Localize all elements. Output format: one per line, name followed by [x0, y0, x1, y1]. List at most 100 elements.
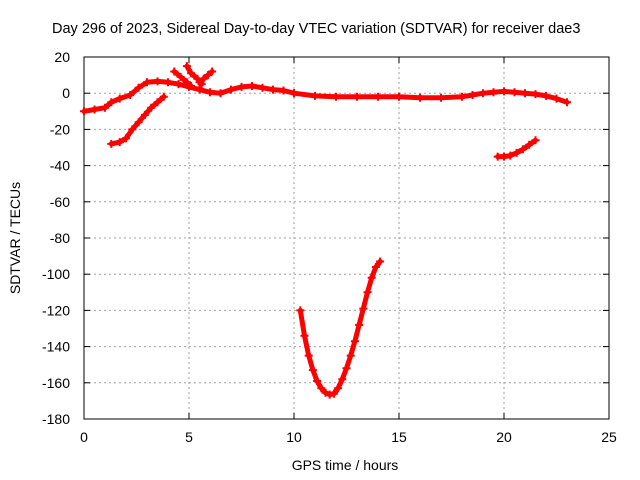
data-point — [126, 91, 135, 99]
x-tick-label: 25 — [601, 429, 617, 445]
data-point — [363, 288, 372, 297]
data-point — [101, 103, 109, 112]
data-point — [479, 89, 487, 98]
data-point — [329, 389, 338, 398]
series-line — [197, 69, 215, 85]
data-point — [304, 351, 313, 360]
data-point — [317, 384, 326, 393]
data-point — [153, 98, 162, 107]
data-point — [308, 366, 317, 375]
y-tick-label: -180 — [42, 411, 70, 427]
data-point — [355, 320, 364, 329]
data-point — [525, 140, 534, 149]
data-point — [187, 82, 196, 90]
y-tick-label: -60 — [50, 194, 70, 210]
data-point — [174, 80, 183, 89]
data-point — [203, 71, 212, 80]
data-point — [182, 62, 191, 71]
data-point — [334, 384, 343, 393]
series-v-dip — [296, 257, 385, 399]
y-axis-label: SDTVAR / TECUs — [7, 182, 23, 294]
series-track-main-late — [290, 87, 571, 107]
x-axis-label: GPS time / hours — [292, 457, 399, 473]
data-point — [290, 89, 298, 98]
y-tick-label: -100 — [42, 266, 70, 282]
data-point — [216, 89, 225, 98]
grid-lines — [84, 57, 609, 419]
data-point — [311, 91, 319, 100]
data-point — [338, 375, 347, 384]
data-point — [500, 87, 508, 96]
data-point — [437, 93, 445, 102]
data-point — [237, 82, 246, 91]
y-tick-label: 0 — [62, 85, 70, 101]
series-line — [297, 259, 383, 398]
data-point — [376, 257, 385, 266]
x-tick-label: 15 — [391, 429, 407, 445]
x-tick-label: 20 — [496, 429, 512, 445]
data-point — [563, 98, 571, 107]
data-point — [518, 145, 527, 154]
data-point — [350, 337, 359, 346]
data-point — [187, 69, 196, 78]
data-point — [342, 364, 351, 373]
data-point — [489, 88, 498, 97]
data-point — [332, 92, 340, 101]
series-line — [81, 78, 297, 114]
data-point — [542, 91, 550, 100]
y-tick-label: -160 — [42, 375, 70, 391]
data-series — [80, 62, 571, 399]
data-point — [374, 92, 382, 101]
data-point — [531, 136, 540, 145]
y-tick-label: 20 — [54, 49, 70, 65]
x-tick-labels: 0 5 10 15 20 25 — [80, 429, 617, 445]
data-point — [176, 72, 185, 81]
data-point — [115, 94, 124, 103]
data-point — [128, 125, 137, 134]
data-point — [80, 107, 88, 116]
data-point — [300, 331, 309, 340]
data-point — [182, 78, 191, 87]
series-spike-c — [195, 67, 217, 87]
data-point — [195, 85, 204, 94]
y-tick-label: -120 — [42, 302, 70, 318]
data-point — [195, 78, 204, 87]
data-point — [90, 105, 99, 114]
data-point — [248, 82, 256, 90]
data-point — [164, 78, 172, 87]
data-point — [512, 148, 521, 157]
series-arc-morning — [107, 92, 168, 148]
data-point — [134, 118, 143, 127]
data-point — [147, 103, 156, 112]
data-point — [321, 388, 330, 397]
data-point — [458, 92, 466, 101]
chart-title: Day 296 of 2023, Sidereal Day-to-day VTE… — [52, 21, 580, 37]
data-point — [367, 273, 376, 282]
x-tick-label: 0 — [80, 429, 88, 445]
y-tick-label: -20 — [50, 121, 70, 137]
series-spike-a — [170, 67, 196, 90]
data-point — [208, 67, 217, 76]
series-line — [171, 69, 194, 89]
tick-marks — [83, 56, 610, 420]
series-line — [108, 94, 167, 147]
data-point — [143, 78, 151, 87]
data-point — [531, 90, 540, 99]
data-point — [258, 83, 267, 92]
data-point — [153, 77, 162, 86]
data-point — [521, 89, 529, 98]
data-point — [159, 92, 168, 101]
data-point — [107, 98, 116, 107]
data-point — [552, 94, 561, 103]
data-point — [122, 134, 130, 143]
data-point — [296, 306, 305, 315]
data-point — [115, 138, 124, 147]
data-point — [359, 304, 368, 313]
data-point — [395, 92, 403, 101]
data-point — [170, 67, 179, 76]
data-point — [353, 92, 361, 101]
x-tick-label: 5 — [185, 429, 193, 445]
data-point — [199, 74, 208, 83]
data-point — [313, 377, 322, 385]
data-point — [346, 351, 355, 360]
